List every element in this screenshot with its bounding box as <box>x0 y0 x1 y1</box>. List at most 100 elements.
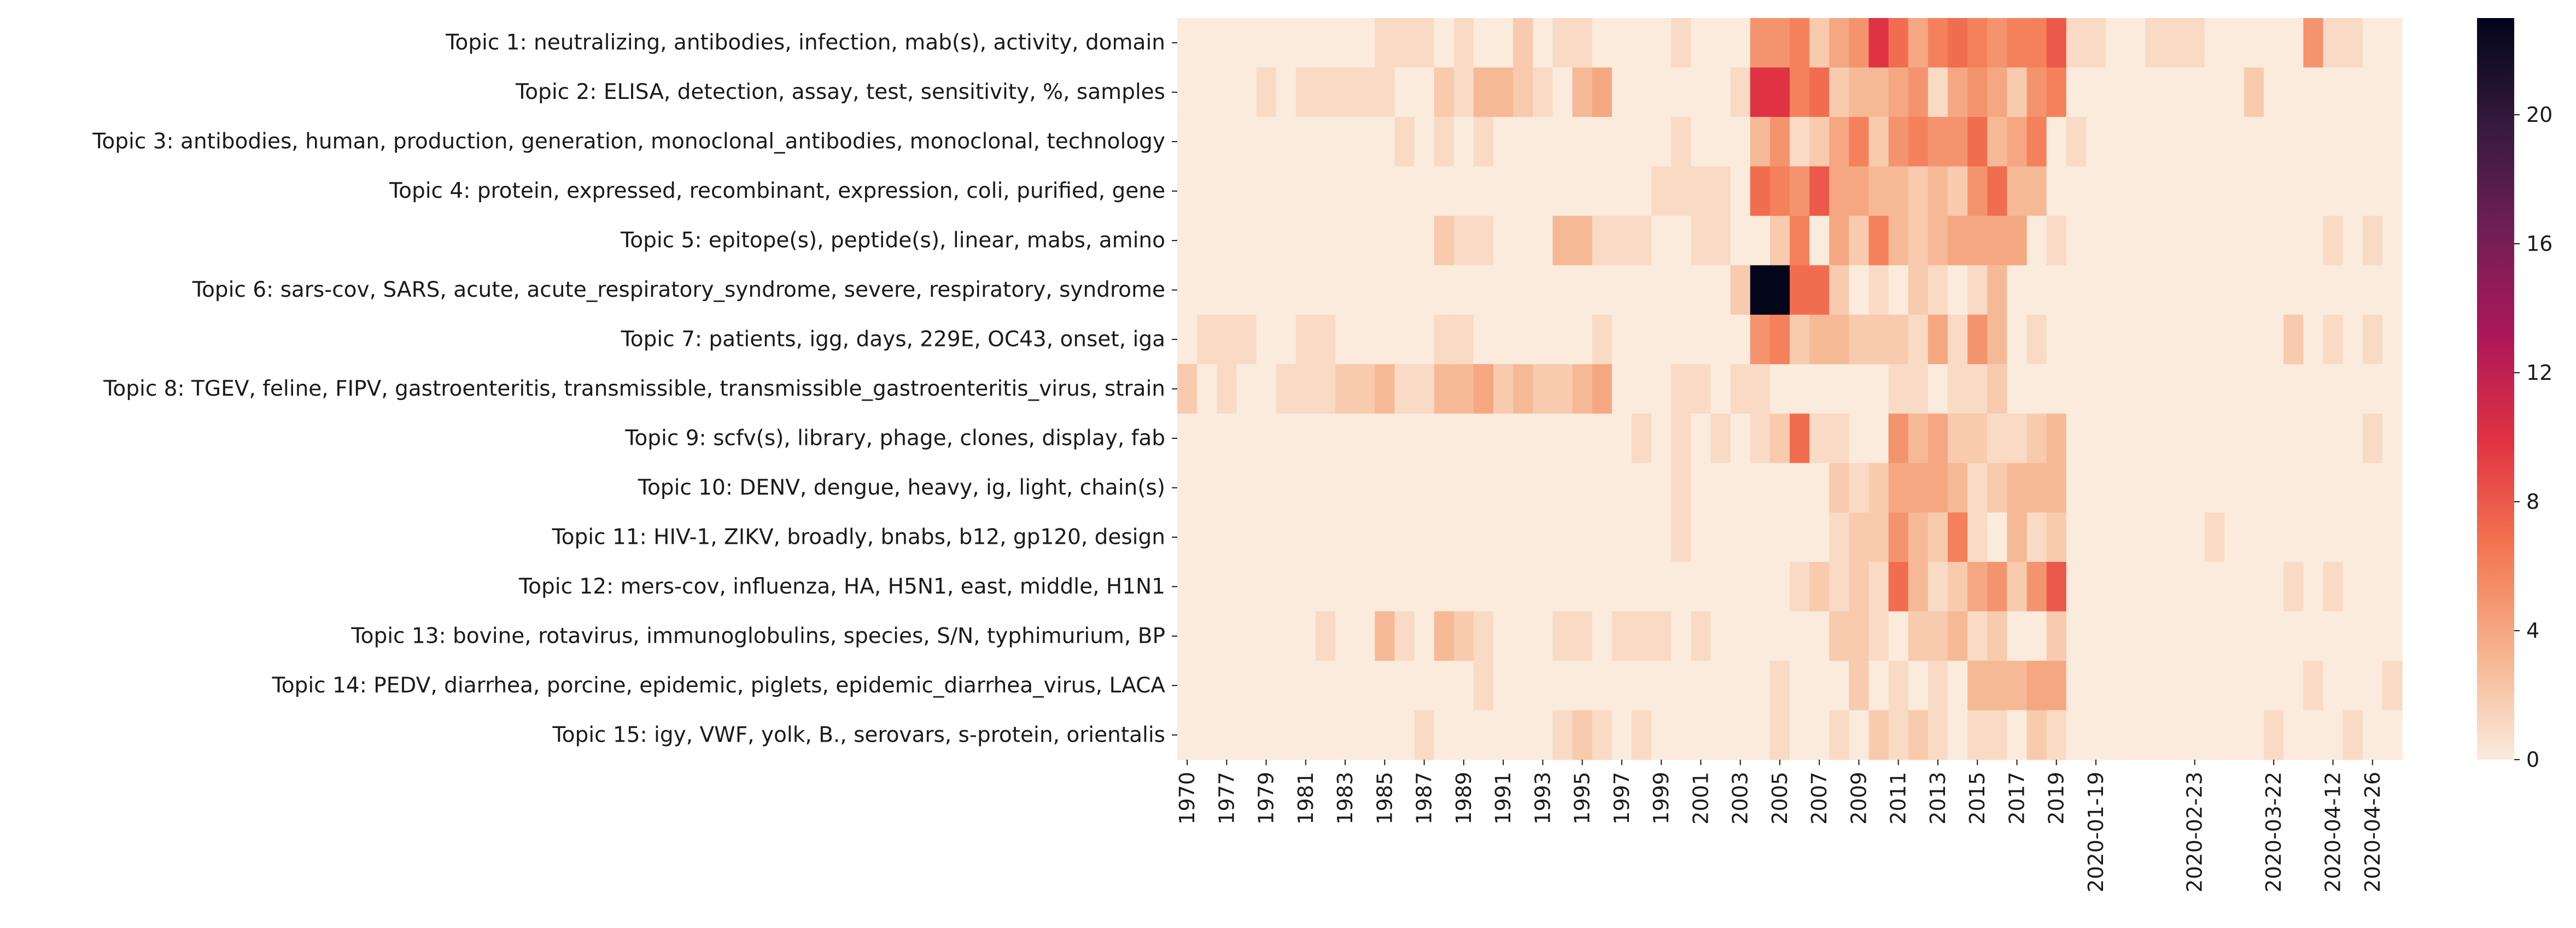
heatmap-cell <box>2007 512 2028 562</box>
heatmap-cell <box>1987 562 2008 612</box>
heatmap-cell <box>2362 18 2383 68</box>
heatmap-cell <box>1769 265 1790 315</box>
heatmap-cell <box>1888 413 1909 463</box>
heatmap-cell <box>1197 166 1217 216</box>
heatmap-cell <box>2026 413 2047 463</box>
heatmap-cell <box>1829 18 1849 68</box>
heatmap-cell <box>1572 18 1593 68</box>
heatmap-cell <box>1276 364 1296 414</box>
heatmap-cell <box>2026 611 2047 661</box>
heatmap-cell <box>1888 215 1909 266</box>
heatmap-cell <box>2362 166 2383 216</box>
heatmap-cell <box>1335 18 1356 68</box>
heatmap-cell <box>1592 562 1613 612</box>
heatmap-cell <box>1671 166 1691 216</box>
heatmap-cell <box>2106 166 2126 216</box>
heatmap-cell <box>1434 116 1455 167</box>
heatmap-cell <box>1710 562 1731 612</box>
heatmap-cell <box>1710 611 1731 661</box>
heatmap-cell <box>1750 215 1771 266</box>
heatmap-cell <box>2244 611 2264 661</box>
heatmap-cell <box>1453 512 1474 562</box>
heatmap-cell <box>2184 512 2205 562</box>
heatmap-cell <box>1651 413 1672 463</box>
row-label: Topic 5: epitope(s), peptide(s), linear,… <box>620 228 1165 253</box>
heatmap-cell <box>1572 67 1593 118</box>
heatmap-cell <box>2244 463 2264 513</box>
heatmap-cell <box>2066 265 2087 315</box>
heatmap-cell <box>1691 364 1712 414</box>
heatmap-cell <box>1414 661 1435 711</box>
heatmap-cell <box>2086 67 2106 118</box>
heatmap-cell <box>1908 512 1929 562</box>
heatmap-cell <box>2184 67 2205 118</box>
heatmap-cell <box>2184 562 2205 612</box>
heatmap-cell <box>1987 166 2008 216</box>
colorbar-tick-label: 12 <box>2526 361 2552 385</box>
heatmap-cell <box>1236 710 1257 760</box>
heatmap-cell <box>1948 710 1968 760</box>
heatmap-cell <box>2007 463 2028 513</box>
heatmap-cell <box>1533 512 1553 562</box>
heatmap-cell <box>1572 166 1593 216</box>
row-label: Topic 4: protein, expressed, recombinant… <box>389 179 1165 203</box>
heatmap-cell <box>1375 215 1395 266</box>
heatmap-cell <box>1434 314 1455 365</box>
heatmap-cell <box>1552 166 1573 216</box>
heatmap-cell <box>1908 116 1929 167</box>
heatmap-cell <box>1987 710 2008 760</box>
heatmap-cell <box>1434 413 1455 463</box>
heatmap-cell <box>2165 611 2186 661</box>
heatmap-cell <box>2204 166 2225 216</box>
heatmap-cell <box>2204 18 2225 68</box>
heatmap-cell <box>1493 661 1514 711</box>
heatmap-cell <box>1967 512 1988 562</box>
heatmap-cell <box>1631 265 1652 315</box>
heatmap-cell <box>1394 116 1415 167</box>
heatmap-cell <box>2046 710 2067 760</box>
heatmap-cell <box>1592 611 1613 661</box>
heatmap-cell <box>2244 215 2264 266</box>
heatmap-cell <box>2224 611 2245 661</box>
heatmap-cell <box>2204 413 2225 463</box>
heatmap-cell <box>2086 265 2106 315</box>
heatmap-cell <box>1473 18 1494 68</box>
heatmap-cell <box>1671 18 1691 68</box>
heatmap-cell <box>1631 710 1652 760</box>
heatmap-cell <box>2343 463 2363 513</box>
heatmap-cell <box>1671 215 1691 266</box>
heatmap-cell <box>1710 18 1731 68</box>
heatmap-cell <box>1631 116 1652 167</box>
heatmap-cell <box>2264 314 2284 365</box>
heatmap-cell <box>1948 314 1968 365</box>
heatmap-cell <box>1217 314 1237 365</box>
heatmap-cell <box>1572 611 1593 661</box>
heatmap-cell <box>1572 661 1593 711</box>
heatmap-cell <box>1829 611 1849 661</box>
heatmap-cell <box>1611 116 1632 167</box>
heatmap-cell <box>1236 661 1257 711</box>
heatmap-cell <box>2165 463 2186 513</box>
heatmap-cell <box>1710 67 1731 118</box>
heatmap-cell <box>1868 67 1889 118</box>
heatmap-cell <box>2184 314 2205 365</box>
heatmap-cell <box>1276 18 1296 68</box>
heatmap-cell <box>1177 166 1198 216</box>
heatmap-cell <box>1434 710 1455 760</box>
heatmap-cell <box>1691 314 1712 365</box>
heatmap-cell <box>1177 314 1198 365</box>
heatmap-cell <box>1769 611 1790 661</box>
heatmap-cell <box>1533 265 1553 315</box>
heatmap-cell <box>1908 265 1929 315</box>
heatmap-cell <box>2026 67 2047 118</box>
heatmap-cell <box>1295 364 1316 414</box>
heatmap-cell <box>1948 364 1968 414</box>
heatmap-cell <box>1434 562 1455 612</box>
heatmap-cell <box>1691 215 1712 266</box>
heatmap-cell <box>1473 463 1494 513</box>
heatmap-cell <box>1769 710 1790 760</box>
heatmap-cell <box>2165 166 2186 216</box>
heatmap-cell <box>1750 314 1771 365</box>
heatmap-cell <box>2007 364 2028 414</box>
heatmap-cell <box>1849 166 1870 216</box>
